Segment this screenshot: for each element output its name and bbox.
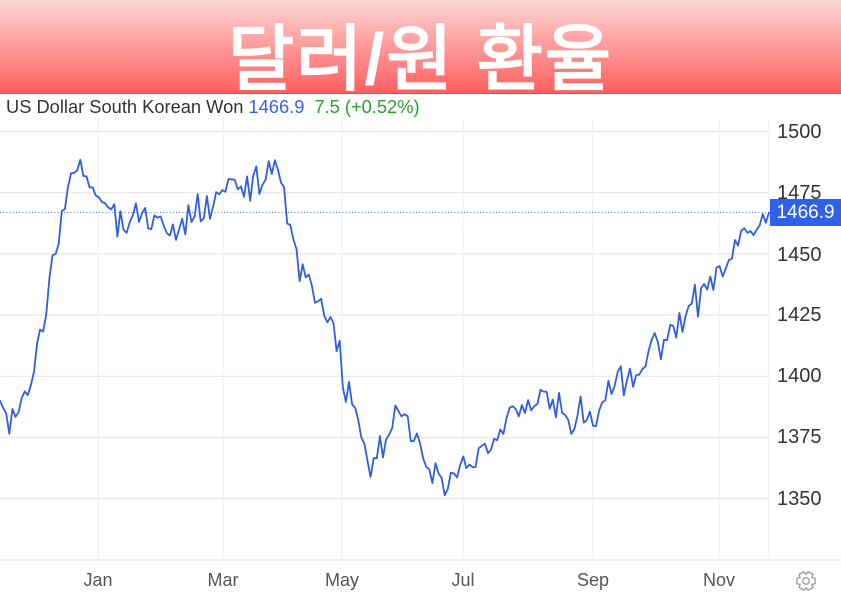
svg-text:Jul: Jul — [451, 570, 474, 590]
svg-text:Mar: Mar — [208, 570, 239, 590]
svg-text:1500: 1500 — [777, 121, 822, 143]
svg-text:1375: 1375 — [777, 426, 822, 448]
svg-text:Jan: Jan — [83, 570, 112, 590]
svg-text:Sep: Sep — [577, 570, 609, 590]
svg-text:1425: 1425 — [777, 304, 822, 326]
svg-text:May: May — [325, 570, 359, 590]
svg-text:Nov: Nov — [703, 570, 735, 590]
svg-text:1350: 1350 — [777, 488, 822, 510]
svg-text:1400: 1400 — [777, 365, 822, 387]
svg-text:1450: 1450 — [777, 244, 822, 266]
